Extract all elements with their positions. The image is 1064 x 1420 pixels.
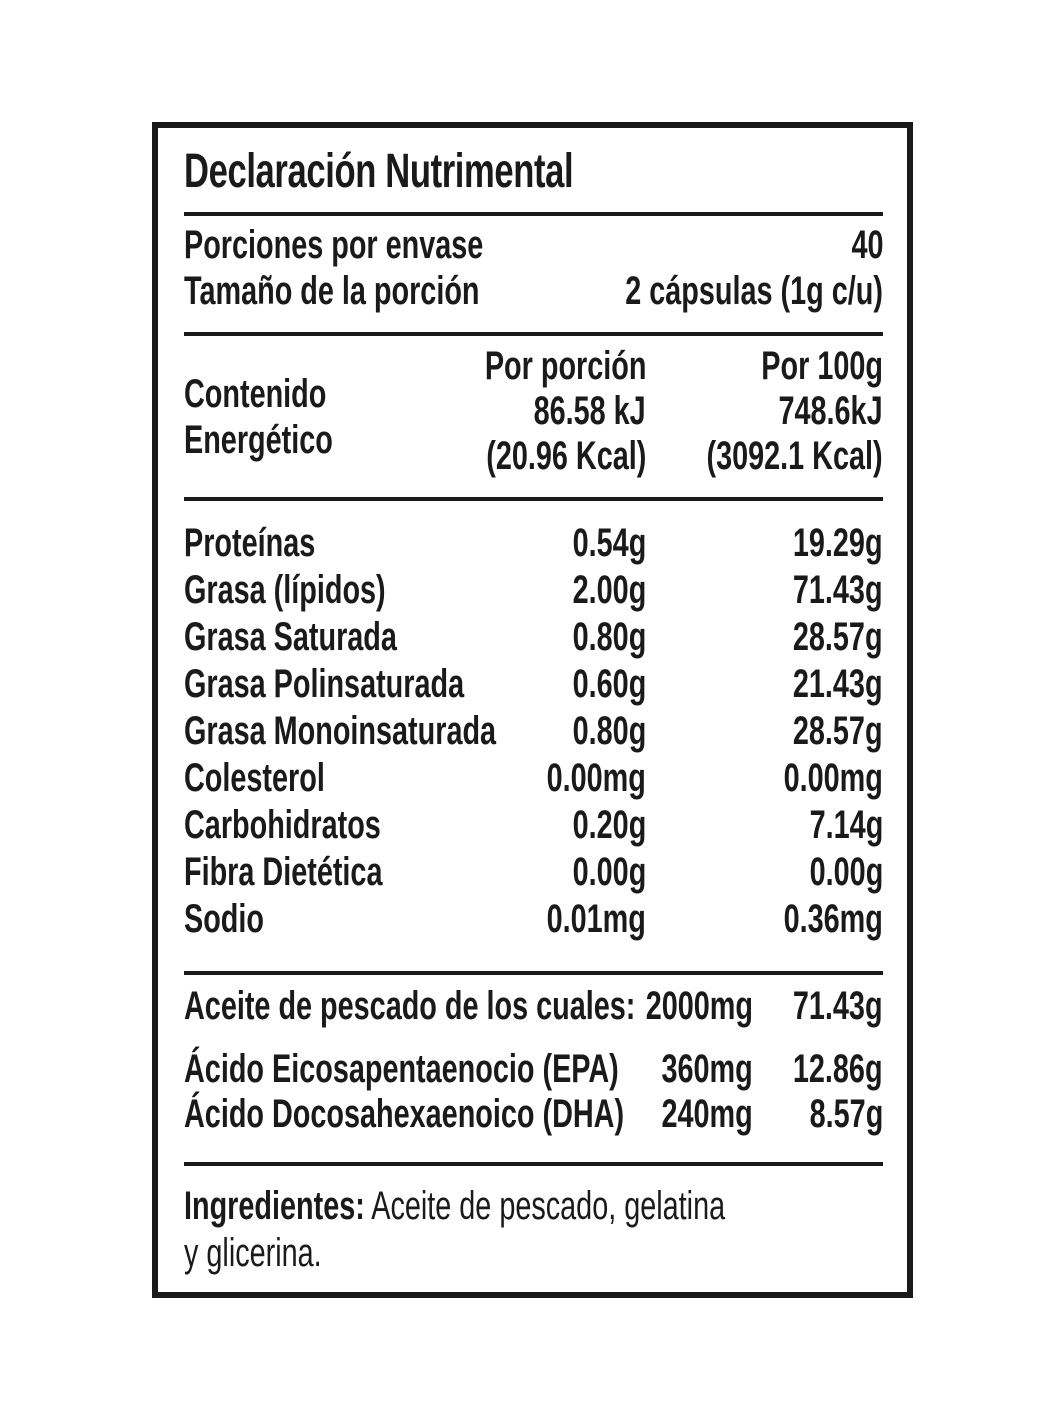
nutrient-name: Sodio	[184, 897, 264, 941]
divider	[184, 212, 883, 216]
nutrition-facts-label: Declaración Nutrimental Porciones por en…	[152, 122, 913, 1298]
divider	[184, 1162, 883, 1166]
nutrient-name: Carbohidratos	[184, 803, 381, 847]
nutrient-per-100g: 19.29g	[793, 521, 883, 565]
label-title-text: Declaración Nutrimental	[184, 145, 574, 198]
ingredients-paragraph: Ingredientes: Aceite de pescado, gelatin…	[184, 1183, 725, 1277]
fish-oil-per-serving: 2000mg	[645, 984, 753, 1028]
ingredients-line1: Aceite de pescado, gelatina	[371, 1184, 726, 1228]
nutrient-per-100g: 0.00g	[809, 850, 883, 894]
nutrient-per-serving: 2.00g	[572, 568, 646, 612]
energy-per-100g-column: Por 100g 748.6kJ (3092.1 Kcal)	[638, 344, 883, 479]
divider	[184, 332, 883, 336]
nutrient-name: Proteínas	[184, 521, 316, 565]
dha-per-100g: 8.57g	[809, 1092, 883, 1136]
nutrient-name: Grasa Saturada	[184, 615, 397, 659]
nutrient-per-serving: 0.60g	[572, 662, 646, 706]
dha-per-serving: 240mg	[661, 1092, 753, 1136]
table-row: Grasa (lípidos) 2.00g 71.43g	[184, 567, 883, 614]
nutrient-per-serving: 0.01mg	[546, 897, 646, 941]
fish-oil-label: Aceite de pescado de los cuales:	[184, 984, 636, 1028]
energy-label-line2: Energético	[184, 417, 333, 462]
nutrient-per-100g: 21.43g	[793, 662, 883, 706]
nutrient-name: Fibra Dietética	[184, 850, 383, 894]
epa-per-100g: 12.86g	[793, 1047, 883, 1091]
dha-row: Ácido Docosahexaenoico (DHA) 240mg 8.57g	[184, 1092, 883, 1137]
nutrient-per-serving: 0.80g	[572, 615, 646, 659]
fish-oil-section: Aceite de pescado de los cuales: 2000mg …	[184, 975, 883, 1137]
nutrient-per-100g: 71.43g	[793, 568, 883, 612]
per-serving-kcal: (20.96 Kcal)	[485, 434, 646, 478]
table-row: Colesterol 0.00mg 0.00mg	[184, 755, 883, 802]
energy-content-label: Contenido Energético	[184, 371, 391, 463]
nutrient-name: Grasa Monoinsaturada	[184, 709, 497, 753]
ingredients-text: Ingredientes: Aceite de pescado, gelatin…	[184, 1183, 883, 1277]
serving-info-section: Porciones por envase 40 Tamaño de la por…	[184, 222, 883, 314]
table-row: Fibra Dietética 0.00g 0.00g	[184, 849, 883, 896]
fish-oil-per-100g: 71.43g	[793, 984, 883, 1028]
table-row: Sodio 0.01mg 0.36mg	[184, 896, 883, 943]
divider	[184, 497, 883, 501]
nutrient-name: Grasa Polinsaturada	[184, 662, 465, 706]
divider	[184, 971, 883, 975]
per-serving-kj: 86.58 kJ	[533, 389, 646, 433]
nutrient-per-100g: 0.00mg	[783, 756, 883, 800]
fatty-acids-rows: Ácido Eicosapentaenocio (EPA) 360mg 12.8…	[184, 1047, 883, 1137]
nutrient-per-serving: 0.54g	[572, 521, 646, 565]
epa-label: Ácido Eicosapentaenocio (EPA)	[184, 1047, 619, 1091]
serving-size-row: Tamaño de la porción 2 cápsulas (1g c/u)	[184, 268, 883, 314]
serving-size-label: Tamaño de la porción	[184, 269, 480, 313]
table-row: Proteínas 0.54g 19.29g	[184, 520, 883, 567]
label-title: Declaración Nutrimental	[184, 145, 883, 199]
per-100g-kcal: (3092.1 Kcal)	[706, 434, 883, 478]
servings-per-container-label: Porciones por envase	[184, 223, 484, 267]
ingredients-label: Ingredientes:	[184, 1184, 365, 1228]
per-serving-header: Por porción	[484, 344, 646, 388]
serving-size-value: 2 cápsulas (1g c/u)	[625, 269, 883, 313]
epa-per-serving: 360mg	[661, 1047, 753, 1091]
nutrients-section: Proteínas 0.54g 19.29g Grasa (lípidos) 2…	[184, 501, 883, 971]
nutrient-per-serving: 0.00mg	[546, 756, 646, 800]
energy-content-section: Contenido Energético Por porción 86.58 k…	[184, 336, 883, 497]
table-row: Grasa Monoinsaturada 0.80g 28.57g	[184, 708, 883, 755]
nutrient-name: Grasa (lípidos)	[184, 568, 386, 612]
per-100g-kj: 748.6kJ	[778, 389, 883, 433]
nutrient-per-100g: 0.36mg	[783, 897, 883, 941]
nutrient-name: Colesterol	[184, 756, 325, 800]
table-row: Grasa Polinsaturada 0.60g 21.43g	[184, 661, 883, 708]
servings-per-container-value: 40	[850, 223, 883, 267]
ingredients-line2: y glicerina.	[184, 1231, 322, 1275]
dha-label: Ácido Docosahexaenoico (DHA)	[184, 1092, 625, 1136]
per-100g-header: Por 100g	[761, 344, 883, 388]
epa-row: Ácido Eicosapentaenocio (EPA) 360mg 12.8…	[184, 1047, 883, 1092]
servings-per-container-row: Porciones por envase 40	[184, 222, 883, 268]
nutrient-per-100g: 28.57g	[793, 709, 883, 753]
nutrient-per-100g: 28.57g	[793, 615, 883, 659]
energy-per-serving-column: Por porción 86.58 kJ (20.96 Kcal)	[422, 344, 646, 479]
nutrient-per-serving: 0.20g	[572, 803, 646, 847]
table-row: Carbohidratos 0.20g 7.14g	[184, 802, 883, 849]
fish-oil-header-row: Aceite de pescado de los cuales: 2000mg …	[184, 983, 883, 1030]
energy-label-line1: Contenido	[184, 371, 327, 416]
nutrient-per-100g: 7.14g	[809, 803, 883, 847]
nutrient-per-serving: 0.80g	[572, 709, 646, 753]
table-row: Grasa Saturada 0.80g 28.57g	[184, 614, 883, 661]
nutrient-per-serving: 0.00g	[572, 850, 646, 894]
